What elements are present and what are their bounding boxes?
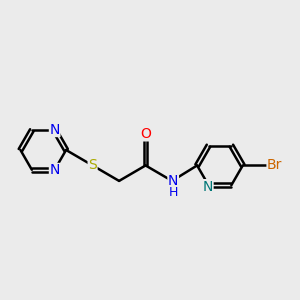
Text: H: H <box>169 186 178 199</box>
Text: O: O <box>140 127 151 141</box>
Text: N: N <box>202 180 213 194</box>
Text: N: N <box>168 174 178 188</box>
Text: Br: Br <box>267 158 283 172</box>
Text: N: N <box>50 164 60 178</box>
Text: S: S <box>88 158 97 172</box>
Text: N: N <box>50 122 60 136</box>
